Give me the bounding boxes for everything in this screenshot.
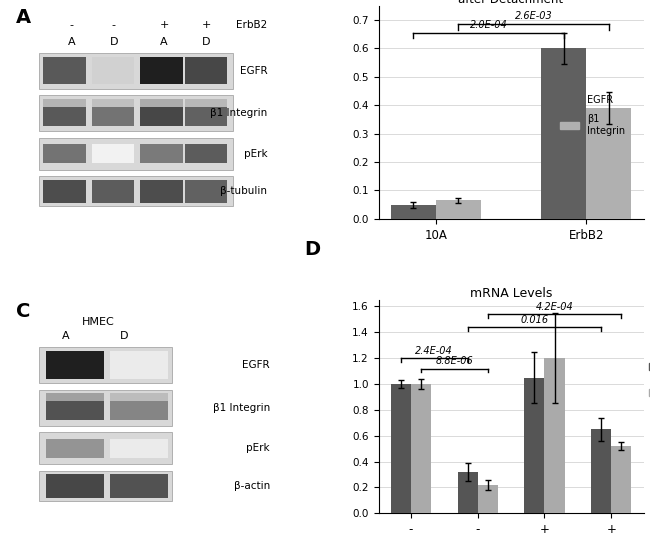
Bar bbox=[411, 384, 431, 513]
Bar bbox=[40, 432, 172, 464]
Bar bbox=[46, 393, 105, 401]
Text: D: D bbox=[304, 240, 320, 259]
Legend: EGFR, β1
Integrin: EGFR, β1 Integrin bbox=[645, 358, 650, 406]
Text: 4.2E-04: 4.2E-04 bbox=[536, 302, 573, 312]
Bar bbox=[46, 474, 105, 498]
Bar bbox=[391, 384, 411, 513]
Bar bbox=[185, 145, 227, 163]
Bar bbox=[40, 138, 233, 170]
Bar bbox=[46, 439, 105, 458]
Bar bbox=[92, 57, 135, 84]
Bar bbox=[458, 472, 478, 513]
Text: pErk: pErk bbox=[244, 149, 267, 159]
Text: C: C bbox=[16, 302, 30, 321]
Bar bbox=[586, 108, 631, 219]
Legend: EGFR, β1
Integrin: EGFR, β1 Integrin bbox=[556, 92, 629, 140]
Bar bbox=[110, 351, 168, 379]
Bar bbox=[140, 145, 183, 163]
Bar bbox=[140, 99, 183, 107]
Bar bbox=[525, 378, 545, 513]
Text: pErk: pErk bbox=[246, 443, 270, 453]
Text: EGFR: EGFR bbox=[242, 360, 270, 370]
Text: 2.0E-04: 2.0E-04 bbox=[469, 20, 508, 30]
Title: Protein Remaining
after Detachment: Protein Remaining after Detachment bbox=[457, 0, 565, 6]
Bar bbox=[46, 401, 105, 420]
Bar bbox=[40, 389, 172, 426]
Text: D: D bbox=[202, 37, 211, 47]
Bar bbox=[92, 106, 135, 126]
Text: β-tubulin: β-tubulin bbox=[220, 186, 267, 196]
Bar bbox=[592, 429, 612, 513]
Bar bbox=[44, 106, 86, 126]
Bar bbox=[44, 145, 86, 163]
Bar bbox=[40, 471, 172, 501]
Text: -: - bbox=[112, 20, 116, 30]
Bar bbox=[436, 200, 481, 219]
Bar bbox=[44, 180, 86, 203]
Bar bbox=[92, 99, 135, 107]
Bar bbox=[612, 446, 631, 513]
Text: EGFR: EGFR bbox=[240, 66, 267, 76]
Text: +: + bbox=[202, 20, 211, 30]
Text: 2.6E-03: 2.6E-03 bbox=[515, 11, 552, 21]
Bar bbox=[140, 180, 183, 203]
Text: A: A bbox=[68, 37, 75, 47]
Bar bbox=[110, 401, 168, 420]
Text: +: + bbox=[159, 20, 169, 30]
Bar bbox=[185, 106, 227, 126]
Text: ErbB2: ErbB2 bbox=[236, 20, 267, 30]
Text: D: D bbox=[120, 331, 129, 341]
Bar bbox=[92, 180, 135, 203]
Bar bbox=[92, 145, 135, 163]
Text: A: A bbox=[160, 37, 168, 47]
Text: 2.4E-04: 2.4E-04 bbox=[415, 345, 453, 355]
Text: A: A bbox=[62, 331, 70, 341]
Bar bbox=[40, 95, 233, 132]
Text: D: D bbox=[109, 37, 118, 47]
Bar bbox=[40, 347, 172, 383]
Bar bbox=[110, 393, 168, 401]
Title: mRNA Levels: mRNA Levels bbox=[470, 287, 552, 300]
Text: β1 Integrin: β1 Integrin bbox=[213, 403, 270, 413]
Text: β1 Integrin: β1 Integrin bbox=[210, 108, 267, 118]
Bar bbox=[391, 205, 436, 219]
Bar bbox=[140, 57, 183, 84]
Text: 0.016: 0.016 bbox=[521, 315, 549, 325]
Bar bbox=[110, 439, 168, 458]
Bar bbox=[40, 176, 233, 206]
Bar bbox=[478, 485, 498, 513]
Text: -: - bbox=[70, 20, 73, 30]
Bar bbox=[541, 48, 586, 219]
Bar bbox=[44, 99, 86, 107]
Text: 8.8E-06: 8.8E-06 bbox=[436, 356, 473, 366]
Bar bbox=[185, 180, 227, 203]
Bar bbox=[40, 52, 233, 89]
Bar bbox=[110, 474, 168, 498]
Text: A: A bbox=[16, 8, 31, 27]
Text: HMEC: HMEC bbox=[81, 317, 114, 327]
Bar bbox=[46, 351, 105, 379]
Bar bbox=[185, 57, 227, 84]
Bar bbox=[545, 358, 565, 513]
Bar bbox=[44, 57, 86, 84]
Text: β-actin: β-actin bbox=[234, 480, 270, 490]
Bar bbox=[185, 99, 227, 107]
Bar bbox=[140, 106, 183, 126]
